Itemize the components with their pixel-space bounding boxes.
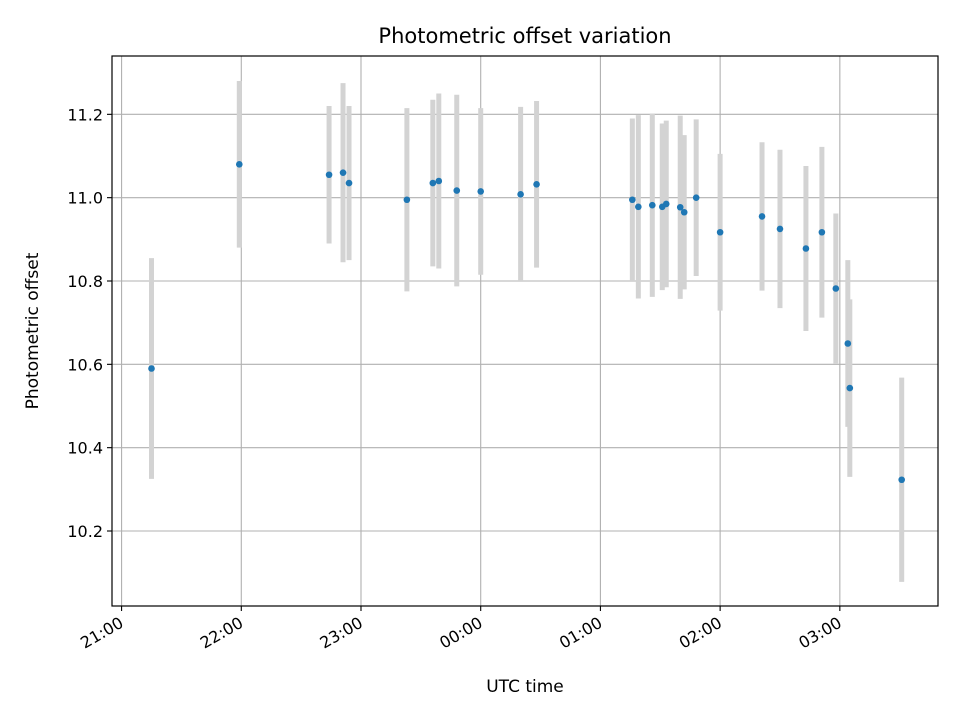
- x-tick-label: 02:00: [676, 613, 725, 653]
- data-point: [898, 476, 905, 484]
- data-point: [235, 161, 243, 168]
- plot-frame: [111, 55, 939, 607]
- data-point: [758, 213, 766, 220]
- data-point: [716, 228, 724, 236]
- y-axis-label: Photometric offset: [23, 252, 43, 409]
- x-tick-label: 23:00: [317, 613, 366, 653]
- x-ticks: 21:00 22:00 23:00 00:00 01:00 02:00 03:00: [77, 606, 845, 653]
- x-tick-label: 22:00: [197, 613, 246, 653]
- data-point: [453, 187, 461, 194]
- data-point: [477, 188, 485, 195]
- y-ticks: 10.2 10.4 10.6 10.8 11.0 11.2: [67, 105, 112, 541]
- data-point: [802, 245, 810, 252]
- y-tick-label: 11.2: [67, 105, 103, 124]
- data-point: [403, 196, 411, 204]
- data-point: [339, 169, 347, 176]
- data-point: [435, 177, 443, 185]
- data-point: [648, 201, 656, 209]
- x-tick-label: 01:00: [556, 613, 605, 653]
- x-tick-label: 03:00: [795, 613, 844, 653]
- data-point: [533, 181, 540, 188]
- data-point: [676, 203, 684, 211]
- data-point: [429, 179, 437, 187]
- data-point: [844, 340, 852, 347]
- data-point: [345, 179, 353, 187]
- y-tick-label: 10.8: [67, 272, 103, 291]
- y-tick-label: 10.4: [67, 439, 103, 458]
- x-tick-label: 00:00: [436, 613, 485, 653]
- errorbars: [149, 81, 905, 582]
- data-point: [629, 196, 636, 204]
- y-tick-label: 10.2: [67, 522, 103, 541]
- chart-title: Photometric offset variation: [378, 24, 671, 48]
- data-point: [846, 384, 854, 392]
- y-tick-label: 11.0: [67, 189, 103, 208]
- data-point: [680, 208, 688, 216]
- data-point: [692, 194, 700, 201]
- data-point: [776, 225, 784, 233]
- grid: [112, 56, 938, 606]
- data-point: [818, 228, 826, 236]
- data-point: [517, 191, 524, 198]
- data-point: [325, 171, 333, 179]
- data-point: [148, 365, 155, 372]
- x-tick-label: 21:00: [77, 613, 126, 653]
- data-points: [148, 161, 905, 484]
- data-point: [662, 200, 670, 208]
- x-axis-label: UTC time: [486, 677, 564, 697]
- data-point: [832, 285, 840, 292]
- y-tick-label: 10.6: [67, 355, 103, 374]
- data-point: [635, 203, 642, 211]
